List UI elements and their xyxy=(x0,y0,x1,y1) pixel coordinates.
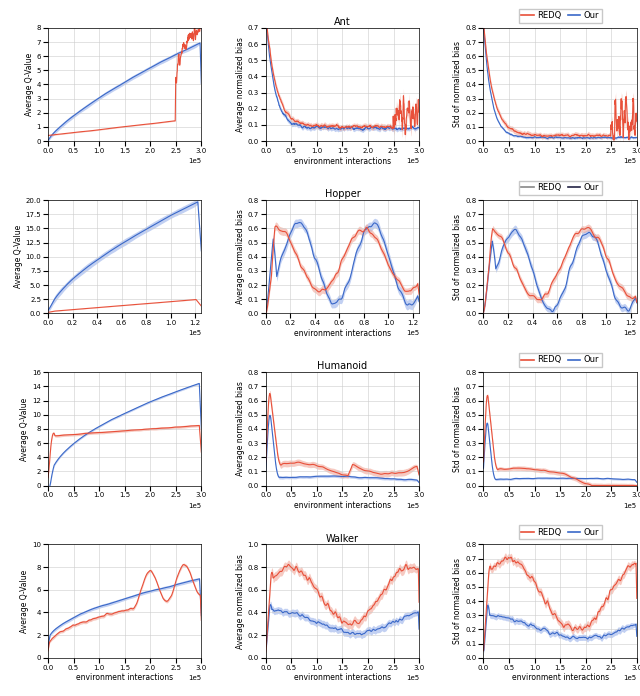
Y-axis label: Average normalized bias: Average normalized bias xyxy=(236,37,244,132)
X-axis label: environment interactions: environment interactions xyxy=(76,674,173,683)
Y-axis label: Std of normalized bias: Std of normalized bias xyxy=(454,386,463,472)
Y-axis label: Average Q-Value: Average Q-Value xyxy=(13,225,22,288)
Y-axis label: Average normalized bias: Average normalized bias xyxy=(236,553,244,649)
Y-axis label: Average Q-Value: Average Q-Value xyxy=(25,53,34,116)
X-axis label: environment interactions: environment interactions xyxy=(294,674,391,683)
Legend: REDQ, Our: REDQ, Our xyxy=(518,525,602,539)
X-axis label: environment interactions: environment interactions xyxy=(511,674,609,683)
Y-axis label: Std of normalized bias: Std of normalized bias xyxy=(454,558,463,644)
Y-axis label: Average Q-Value: Average Q-Value xyxy=(20,569,29,633)
Legend: REDQ, Our: REDQ, Our xyxy=(518,8,602,22)
Title: Humanoid: Humanoid xyxy=(317,361,367,372)
Legend: REDQ, Our: REDQ, Our xyxy=(518,181,602,195)
X-axis label: environment interactions: environment interactions xyxy=(294,157,391,166)
Legend: REDQ, Our: REDQ, Our xyxy=(518,353,602,367)
X-axis label: environment interactions: environment interactions xyxy=(294,501,391,510)
Y-axis label: Average normalized bias: Average normalized bias xyxy=(236,381,244,476)
Title: Hopper: Hopper xyxy=(324,189,360,199)
Title: Walker: Walker xyxy=(326,534,359,544)
Y-axis label: Std of normalized bias: Std of normalized bias xyxy=(454,214,463,300)
X-axis label: environment interactions: environment interactions xyxy=(294,329,391,338)
Y-axis label: Average normalized bias: Average normalized bias xyxy=(236,209,244,304)
Y-axis label: Std of normalized bias: Std of normalized bias xyxy=(454,42,463,127)
Title: Ant: Ant xyxy=(334,17,351,27)
Y-axis label: Average Q-Value: Average Q-Value xyxy=(20,397,29,461)
